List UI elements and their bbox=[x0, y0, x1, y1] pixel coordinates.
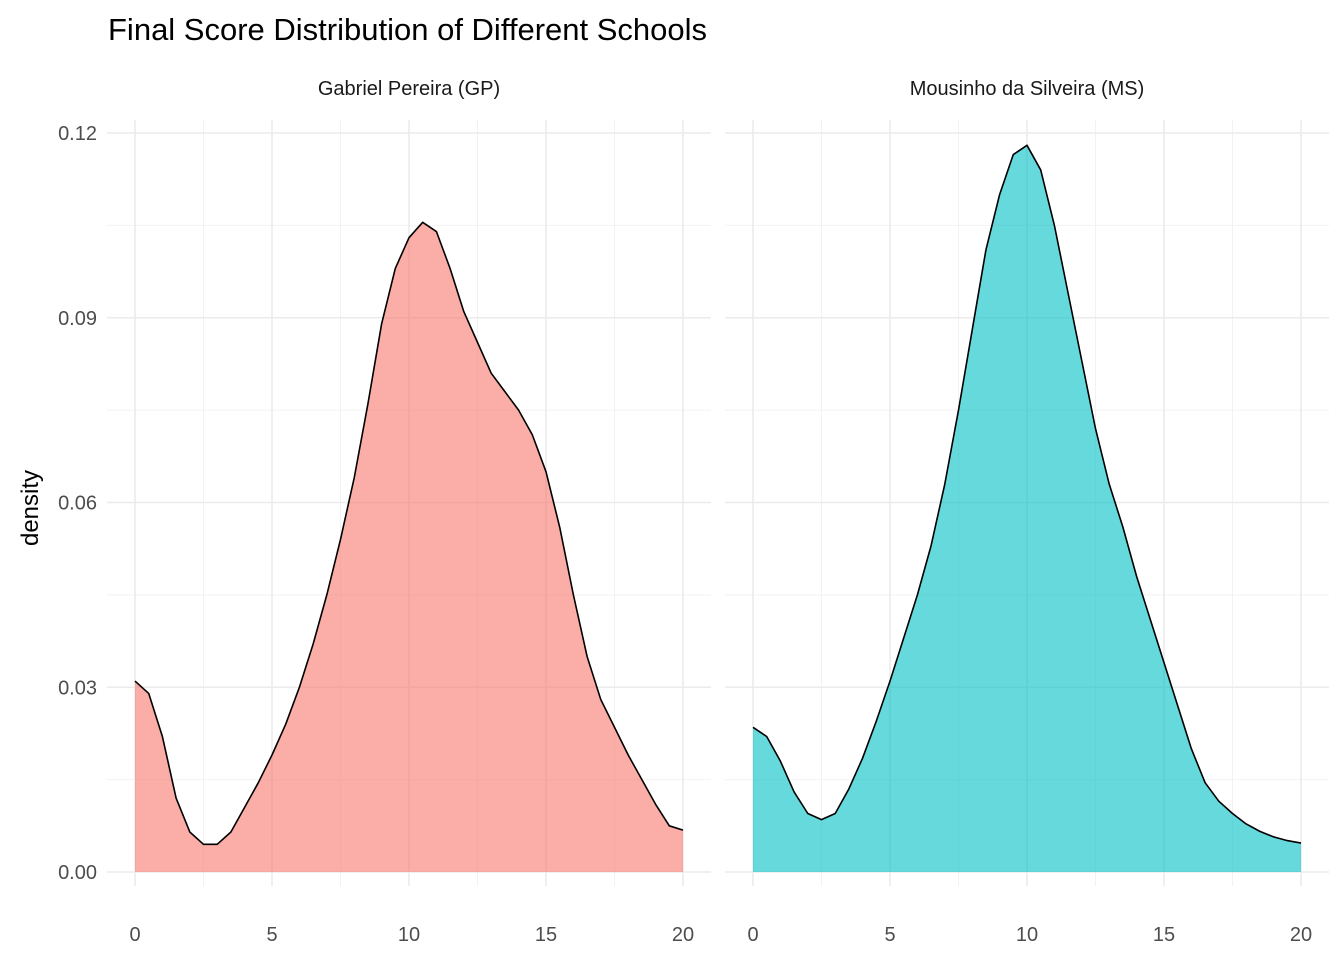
density-area bbox=[135, 222, 683, 873]
x-tick-label: 0 bbox=[129, 924, 140, 946]
facet-strip-label: Mousinho da Silveira (MS) bbox=[910, 78, 1145, 100]
density-line bbox=[752, 144, 1302, 844]
x-tick-label: 5 bbox=[266, 924, 277, 946]
y-axis-label: density bbox=[17, 470, 44, 546]
y-tick-label: 0.06 bbox=[58, 493, 97, 515]
y-tick-label: 0.00 bbox=[58, 862, 97, 884]
facet-panel: Mousinho da Silveira (MS) 0 5 10 15 20 bbox=[725, 78, 1329, 946]
x-tick-label: 15 bbox=[1153, 924, 1175, 946]
facet-strip-label: Gabriel Pereira (GP) bbox=[318, 78, 500, 100]
x-tick-label: 20 bbox=[1290, 924, 1312, 946]
x-tick-label: 10 bbox=[1016, 924, 1038, 946]
x-tick-label: 20 bbox=[672, 924, 694, 946]
x-tick-label: 0 bbox=[747, 924, 758, 946]
y-tick-label: 0.09 bbox=[58, 308, 97, 330]
chart-title: Final Score Distribution of Different Sc… bbox=[108, 12, 707, 47]
density-area bbox=[753, 145, 1301, 872]
density-line bbox=[134, 221, 684, 846]
y-tick-label: 0.03 bbox=[58, 677, 97, 699]
y-axis-ticks: 0.00 0.03 0.06 0.09 0.12 bbox=[58, 123, 97, 884]
facet-panel: Gabriel Pereira (GP) 0 5 10 15 20 bbox=[107, 78, 711, 946]
x-tick-label: 15 bbox=[535, 924, 557, 946]
x-tick-label: 10 bbox=[398, 924, 420, 946]
y-tick-label: 0.12 bbox=[58, 123, 97, 145]
x-tick-label: 5 bbox=[884, 924, 895, 946]
